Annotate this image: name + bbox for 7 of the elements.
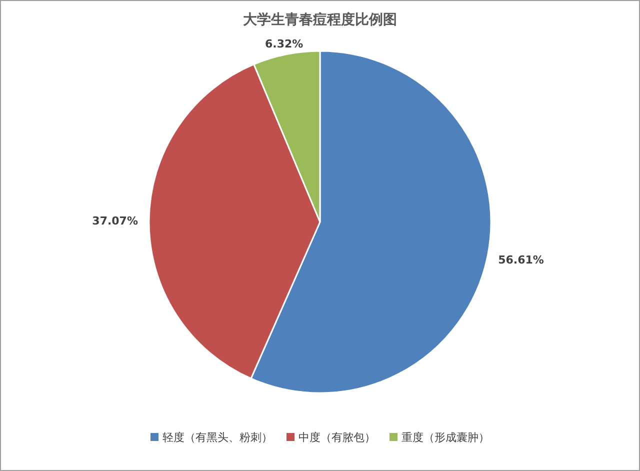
legend-label: 轻度（有黑头、粉刺） bbox=[162, 431, 272, 444]
legend-label: 重度（形成囊肿） bbox=[402, 431, 490, 444]
chart-title: 大学生青春痘程度比例图 bbox=[243, 11, 397, 28]
data-label: 56.61% bbox=[498, 254, 544, 267]
data-label: 37.07% bbox=[92, 214, 138, 228]
legend-label: 中度（有脓包） bbox=[298, 431, 376, 444]
data-label: 6.32% bbox=[265, 38, 304, 51]
